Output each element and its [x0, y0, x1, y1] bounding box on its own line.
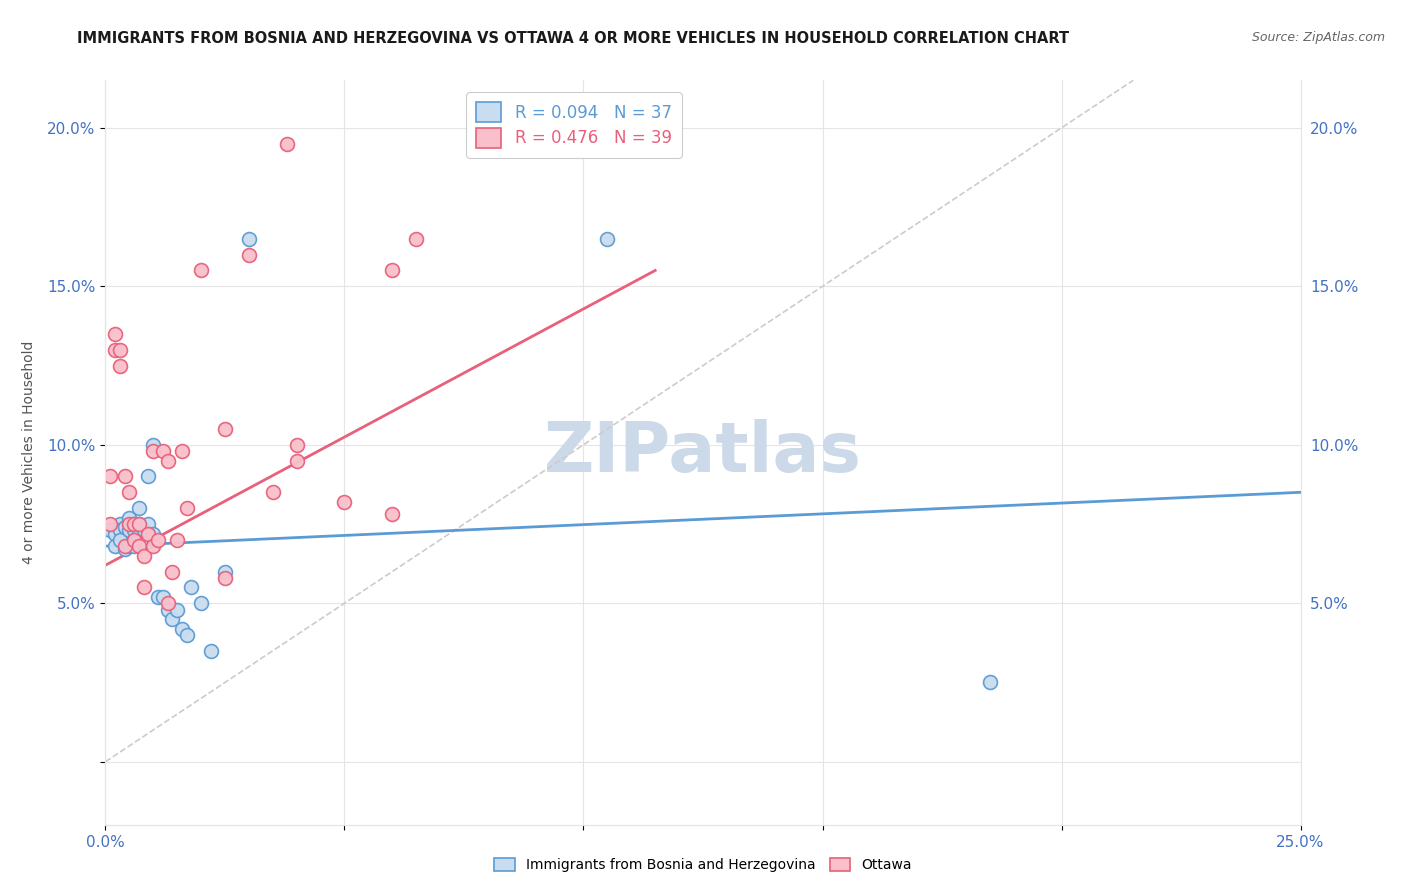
Point [132, 524, 155, 538]
Point [108, 343, 131, 357]
Point [262, 485, 284, 500]
Point [152, 444, 174, 458]
Point [176, 628, 198, 642]
Point [170, 444, 193, 458]
Point [118, 510, 141, 524]
Point [114, 520, 136, 534]
Point [118, 485, 141, 500]
Point [114, 539, 136, 553]
Point [118, 524, 141, 538]
Point [146, 533, 169, 547]
Point [122, 533, 145, 547]
Point [979, 675, 1001, 690]
Point [114, 542, 136, 557]
Text: IMMIGRANTS FROM BOSNIA AND HERZEGOVINA VS OTTAWA 4 OR MORE VEHICLES IN HOUSEHOLD: IMMIGRANTS FROM BOSNIA AND HERZEGOVINA V… [77, 31, 1070, 46]
Point [122, 516, 145, 531]
Point [104, 343, 127, 357]
Point [142, 526, 165, 541]
Point [128, 516, 150, 531]
Point [156, 596, 179, 610]
Point [98, 469, 121, 483]
Text: ZIPatlas: ZIPatlas [544, 419, 862, 486]
Text: Source: ZipAtlas.com: Source: ZipAtlas.com [1251, 31, 1385, 45]
Point [128, 501, 150, 516]
Point [108, 524, 131, 538]
Point [138, 469, 160, 483]
Point [132, 581, 155, 595]
Point [104, 526, 127, 541]
Point [214, 422, 236, 436]
Point [176, 501, 198, 516]
Point [381, 508, 404, 522]
Point [108, 359, 131, 373]
Legend: R = 0.094   N = 37, R = 0.476   N = 39: R = 0.094 N = 37, R = 0.476 N = 39 [467, 93, 682, 158]
Point [190, 263, 212, 277]
Point [104, 539, 127, 553]
Point [214, 565, 236, 579]
Point [162, 565, 184, 579]
Point [142, 438, 165, 452]
Point [108, 516, 131, 531]
Point [118, 516, 141, 531]
Point [162, 612, 184, 626]
Point [285, 438, 308, 452]
Point [142, 539, 165, 553]
Point [285, 453, 308, 467]
Point [596, 232, 619, 246]
Point [381, 263, 404, 277]
Point [128, 539, 150, 553]
Point [108, 533, 131, 547]
Point [118, 539, 141, 553]
Point [122, 516, 145, 531]
Point [276, 136, 298, 151]
Legend: Immigrants from Bosnia and Herzegovina, Ottawa: Immigrants from Bosnia and Herzegovina, … [488, 853, 918, 878]
Point [98, 524, 121, 538]
Point [128, 526, 150, 541]
Point [114, 469, 136, 483]
Point [166, 533, 188, 547]
Point [146, 590, 169, 604]
Point [180, 581, 202, 595]
Point [190, 596, 212, 610]
Point [156, 453, 179, 467]
Point [132, 549, 155, 563]
Point [128, 516, 150, 531]
Point [156, 602, 179, 616]
Point [152, 590, 174, 604]
Point [238, 232, 260, 246]
Point [138, 516, 160, 531]
Point [122, 539, 145, 553]
Point [98, 516, 121, 531]
Y-axis label: 4 or more Vehicles in Household: 4 or more Vehicles in Household [22, 341, 37, 565]
Point [214, 571, 236, 585]
Point [132, 536, 155, 550]
Point [142, 444, 165, 458]
Point [170, 622, 193, 636]
Point [166, 602, 188, 616]
Point [238, 247, 260, 261]
Point [200, 644, 222, 658]
Point [405, 232, 427, 246]
Point [333, 495, 356, 509]
Point [104, 326, 127, 341]
Point [138, 526, 160, 541]
Point [122, 524, 145, 538]
